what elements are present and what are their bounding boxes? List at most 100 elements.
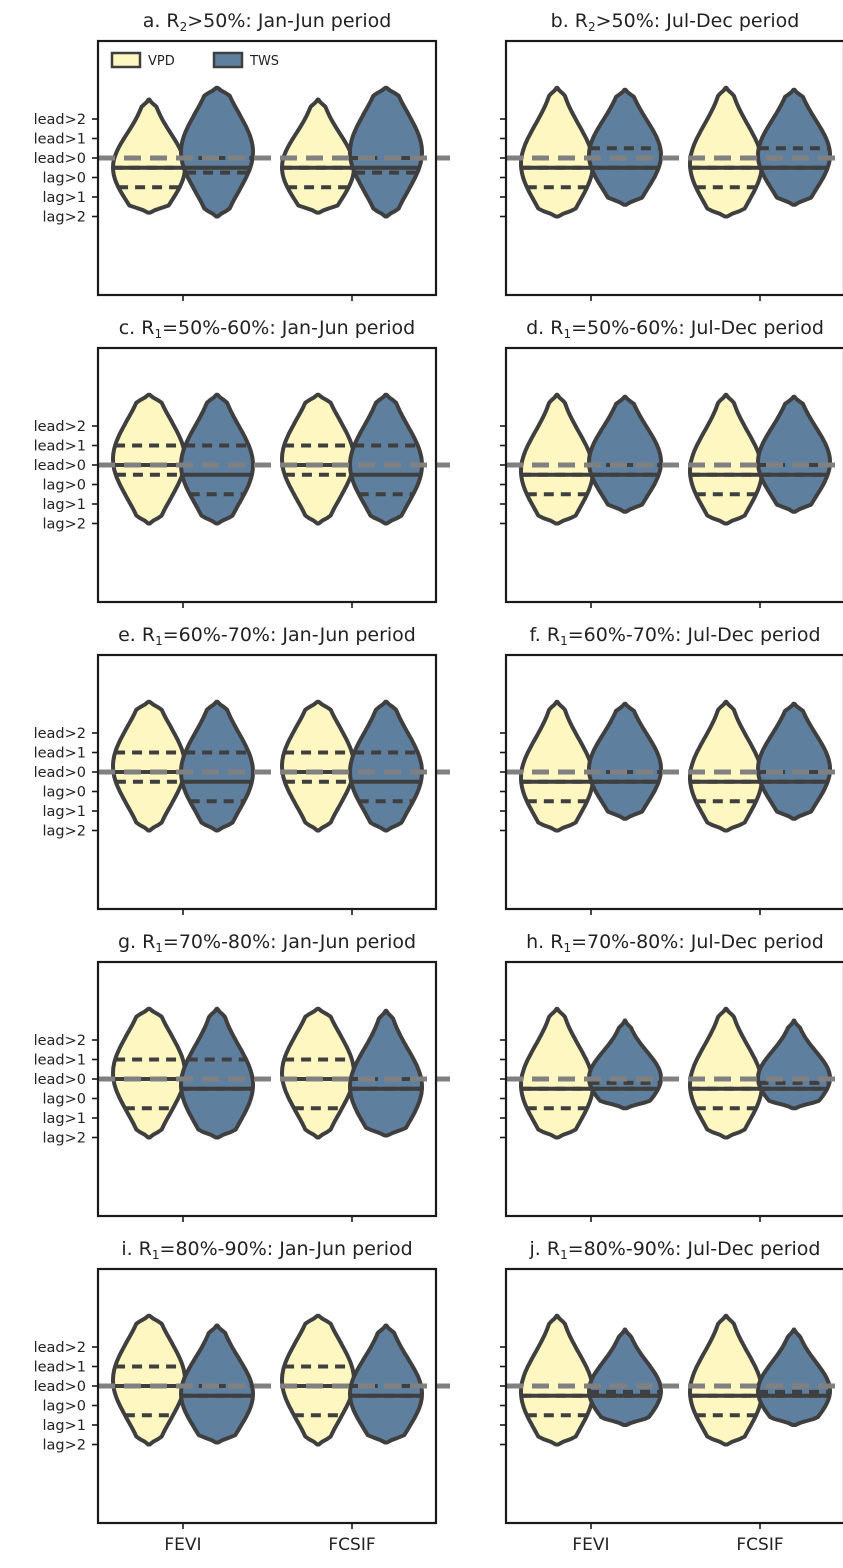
legend-label: TWS	[249, 54, 279, 69]
violin-fevi-tws	[587, 701, 663, 821]
panel-frame	[96, 653, 438, 911]
y-tick-label: lag>0	[43, 785, 87, 801]
y-tick-label: lead>1	[34, 132, 86, 148]
violin-fevi-tws	[587, 394, 663, 514]
panel-title: i. R1=80%-90%: Jan-Jun period	[121, 1238, 412, 1262]
violin-fcsif-tws	[756, 1327, 832, 1427]
y-tick-label: lag>1	[43, 1418, 87, 1434]
violin-fevi-vpd	[111, 392, 187, 526]
violin-fcsif-vpd	[280, 1006, 356, 1140]
panel-frame	[96, 960, 438, 1218]
y-tick-label: lag>1	[43, 804, 87, 820]
y-tick-label: lead>0	[34, 1379, 86, 1395]
y-tick-label: lead>0	[34, 1072, 86, 1088]
y-tick-label: lag>2	[43, 1438, 87, 1454]
violin-fevi-vpd	[111, 699, 187, 833]
y-tick-label: lead>2	[34, 419, 86, 435]
panel-j: j. R1=80%-90%: Jul-Dec period FEVI FCSIF	[500, 1238, 843, 1555]
panel-frame	[504, 653, 843, 911]
y-tick-label: lead>1	[34, 1053, 86, 1069]
violin-fcsif-vpd	[688, 1313, 764, 1447]
y-tick-label: lag>2	[43, 210, 87, 226]
panel-title: b. R2>50%: Jul-Dec period	[551, 10, 800, 34]
violin-fcsif-vpd	[688, 699, 764, 833]
panel-title: c. R1=50%-60%: Jan-Jun period	[119, 317, 416, 341]
panel-title: f. R1=60%-70%: Jul-Dec period	[529, 624, 820, 648]
violin-fcsif-tws	[348, 85, 424, 219]
panel-f: f. R1=60%-70%: Jul-Dec period	[500, 624, 843, 915]
violin-fcsif-tws	[756, 394, 832, 514]
panel-h: h. R1=70%-80%: Jul-Dec period	[500, 931, 843, 1222]
y-tick-label: lag>0	[43, 171, 87, 187]
y-tick-label: lag>1	[43, 190, 87, 206]
panel-title: d. R1=50%-60%: Jul-Dec period	[526, 317, 824, 341]
panel-frame	[96, 39, 438, 297]
violin-fcsif-vpd	[688, 1006, 764, 1140]
violin-fevi-tws	[179, 392, 255, 526]
x-tick-label: FCSIF	[736, 1535, 783, 1555]
legend-swatch-vpd	[110, 51, 142, 69]
panel-c: c. R1=50%-60%: Jan-Jun period lead>2 lead>…	[34, 317, 450, 608]
violin-fcsif-vpd	[688, 392, 764, 526]
violin-fevi-tws	[179, 699, 255, 833]
violin-fevi-tws	[587, 1018, 663, 1111]
violin-fcsif-vpd	[280, 1313, 356, 1447]
panel-frame	[504, 346, 843, 604]
y-tick-label: lead>0	[34, 151, 86, 167]
panel-title: h. R1=70%-80%: Jul-Dec period	[526, 931, 824, 955]
panel-title: g. R1=70%-80%: Jan-Jun period	[118, 931, 416, 955]
y-tick-label: lead>2	[34, 1033, 86, 1049]
violin-fevi-vpd	[111, 1006, 187, 1140]
violin-fevi-vpd	[519, 85, 595, 219]
y-tick-label: lead>2	[34, 1340, 86, 1356]
y-tick-label: lag>0	[43, 1092, 87, 1108]
legend: VPD TWS	[110, 51, 279, 69]
panel-i: i. R1=80%-90%: Jan-Jun period lead>2 lead>…	[34, 1238, 450, 1555]
violin-fevi-vpd	[519, 699, 595, 833]
y-tick-label: lag>2	[43, 824, 87, 840]
x-tick-label: FEVI	[164, 1535, 201, 1555]
panel-e: e. R1=60%-70%: Jan-Jun period lead>2 lead>…	[34, 624, 450, 915]
panel-a: a. R2>50%: Jan-Jun period lead>2 lead>1 lea…	[34, 10, 450, 301]
y-tick-label: lag>1	[43, 1111, 87, 1127]
panel-frame	[96, 1267, 438, 1525]
y-tick-label: lead>1	[34, 746, 86, 762]
legend-swatch-tws	[212, 51, 244, 69]
panel-title: j. R1=80%-90%: Jul-Dec period	[529, 1238, 821, 1262]
violin-fcsif-tws	[756, 701, 832, 821]
y-tick-label: lead>1	[34, 1360, 86, 1376]
panel-frame	[96, 346, 438, 604]
y-tick-label: lag>0	[43, 478, 87, 494]
x-tick-label: FEVI	[572, 1535, 609, 1555]
y-tick-label: lag>1	[43, 497, 87, 513]
panel-title: e. R1=60%-70%: Jan-Jun period	[118, 624, 416, 648]
violin-fcsif-tws	[348, 699, 424, 833]
legend-label: VPD	[148, 54, 175, 69]
violin-fevi-vpd	[519, 1313, 595, 1447]
y-tick-label: lead>1	[34, 439, 86, 455]
panel-frame	[504, 1267, 843, 1525]
violin-fcsif-tws	[348, 392, 424, 526]
y-tick-label: lead>2	[34, 112, 86, 128]
violin-fevi-tws	[179, 1006, 255, 1140]
panel-b: b. R2>50%: Jul-Dec period	[500, 10, 843, 301]
y-tick-label: lead>0	[34, 458, 86, 474]
violin-fevi-vpd	[111, 97, 187, 215]
violin-fevi-vpd	[519, 392, 595, 526]
panel-frame	[504, 960, 843, 1218]
violin-fcsif-vpd	[280, 699, 356, 833]
violin-fevi-vpd	[519, 1006, 595, 1140]
violin-fcsif-vpd	[688, 85, 764, 219]
violin-fcsif-vpd	[280, 392, 356, 526]
violin-fevi-tws	[179, 85, 255, 219]
y-tick-label: lag>0	[43, 1399, 87, 1415]
violin-fcsif-tws	[756, 1018, 832, 1111]
panel-d: d. R1=50%-60%: Jul-Dec period	[500, 317, 843, 608]
violin-fevi-tws	[587, 1327, 663, 1427]
y-tick-label: lead>2	[34, 726, 86, 742]
y-tick-label: lead>0	[34, 765, 86, 781]
y-tick-label: lag>2	[43, 1131, 87, 1147]
panel-title: a. R2>50%: Jan-Jun period	[143, 10, 392, 34]
panel-g: g. R1=70%-80%: Jan-Jun period lead>2 lead>…	[34, 931, 450, 1222]
